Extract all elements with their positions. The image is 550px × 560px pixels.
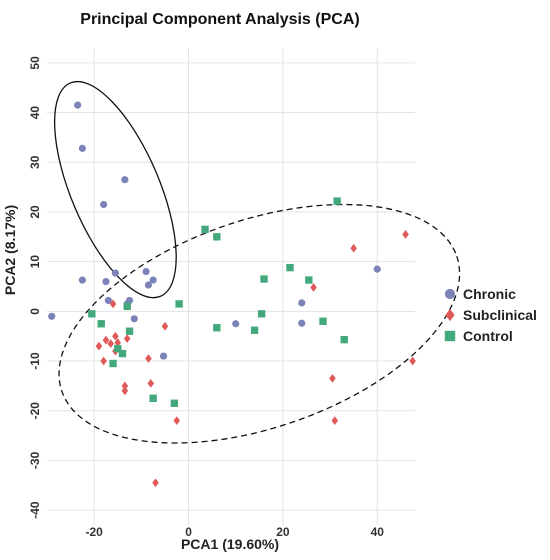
x-tick-label: -20 bbox=[86, 525, 104, 539]
y-tick-label: 40 bbox=[28, 106, 42, 120]
chart-title: Principal Component Analysis (PCA) bbox=[80, 11, 359, 28]
y-tick-label: -40 bbox=[28, 501, 42, 519]
subclinical-point bbox=[161, 321, 169, 331]
chronic-point bbox=[74, 101, 82, 109]
y-tick-label: 10 bbox=[28, 255, 42, 269]
subclinical-point bbox=[121, 381, 129, 391]
confidence-ellipses bbox=[53, 80, 461, 444]
subclinical-point bbox=[310, 283, 317, 292]
control-point bbox=[175, 300, 183, 308]
control-point bbox=[333, 197, 341, 205]
control-point bbox=[260, 275, 268, 283]
y-tick-label: 50 bbox=[28, 56, 42, 70]
y-axis-title: PCA2 (8.17%) bbox=[2, 205, 18, 295]
chronic-point bbox=[298, 299, 306, 307]
subclinical-point bbox=[350, 243, 357, 253]
legend-label-subclinical: Subclinical bbox=[463, 307, 537, 323]
chronic-point bbox=[125, 296, 134, 305]
chronic-point bbox=[100, 200, 108, 209]
control-point bbox=[123, 302, 131, 311]
chronic-point bbox=[104, 296, 112, 305]
control-point bbox=[305, 276, 313, 284]
control-point bbox=[149, 394, 157, 402]
chronic-point bbox=[144, 281, 153, 289]
chronic-point bbox=[111, 269, 119, 277]
axis-tick-labels: -40 -30 -20 -10 0 10 20 30 40 50 -20 0 20 40 bbox=[28, 56, 384, 539]
control-point bbox=[250, 326, 259, 334]
x-tick-label: 0 bbox=[185, 525, 192, 539]
x-tick-label: 40 bbox=[371, 525, 385, 539]
chronic-point bbox=[159, 352, 168, 360]
chronic-point bbox=[373, 265, 381, 273]
chronic-point bbox=[78, 144, 86, 152]
solid-ellipse bbox=[53, 80, 177, 299]
subclinical-point bbox=[123, 334, 131, 344]
control-point bbox=[319, 317, 327, 325]
legend-marker-chronic bbox=[444, 288, 456, 300]
dashed-ellipse bbox=[58, 203, 461, 444]
control-point bbox=[340, 335, 348, 344]
control-point bbox=[97, 320, 105, 328]
control-point bbox=[114, 344, 122, 353]
control-point bbox=[118, 349, 127, 358]
legend-label-chronic: Chronic bbox=[463, 286, 516, 302]
control-point bbox=[213, 324, 221, 332]
chronic-point bbox=[121, 176, 129, 184]
control-point bbox=[201, 225, 209, 234]
control-point bbox=[257, 310, 266, 318]
y-tick-label: -10 bbox=[28, 352, 42, 370]
chronic-point bbox=[142, 268, 150, 276]
subclinical-point bbox=[147, 379, 155, 388]
chronic-point bbox=[298, 319, 306, 327]
y-tick-label: 20 bbox=[28, 205, 42, 219]
subclinical-point bbox=[107, 339, 114, 349]
chronic-point bbox=[78, 276, 86, 284]
legend: Chronic Subclinical Control bbox=[444, 286, 537, 344]
y-tick-label: 30 bbox=[28, 155, 42, 169]
y-tick-label: -20 bbox=[28, 402, 42, 420]
control-point bbox=[286, 263, 294, 272]
subclinical-point bbox=[114, 338, 122, 348]
chronic-point bbox=[48, 312, 56, 320]
subclinical-point bbox=[329, 374, 336, 383]
y-tick-label: 0 bbox=[28, 308, 42, 315]
subclinical-point bbox=[121, 386, 129, 396]
data-points bbox=[48, 101, 416, 488]
subclinical-point bbox=[145, 354, 152, 363]
x-axis-title: PCA1 (19.60%) bbox=[181, 536, 279, 552]
subclinical-point bbox=[409, 356, 416, 366]
y-tick-label: -30 bbox=[28, 451, 42, 469]
subclinical-point bbox=[100, 356, 107, 366]
subclinical-point bbox=[173, 416, 181, 426]
legend-label-control: Control bbox=[463, 328, 513, 344]
control-point bbox=[170, 399, 179, 407]
control-point bbox=[88, 310, 96, 318]
subclinical-point bbox=[331, 416, 339, 426]
subclinical-point bbox=[102, 335, 110, 345]
subclinical-point bbox=[402, 229, 409, 239]
grid-lines bbox=[47, 48, 415, 525]
legend-marker-control bbox=[444, 330, 456, 342]
subclinical-point bbox=[95, 341, 103, 351]
control-point bbox=[213, 233, 221, 241]
control-point bbox=[125, 327, 134, 335]
x-tick-label: 20 bbox=[276, 525, 290, 539]
subclinical-point bbox=[112, 331, 119, 341]
subclinical-point bbox=[152, 478, 159, 488]
chronic-point bbox=[130, 315, 138, 323]
subclinical-point bbox=[109, 299, 117, 309]
chronic-point bbox=[149, 276, 157, 284]
control-point bbox=[109, 359, 117, 368]
chronic-point bbox=[232, 320, 240, 328]
chronic-point bbox=[102, 277, 110, 286]
legend-marker-subclinical bbox=[445, 308, 455, 322]
